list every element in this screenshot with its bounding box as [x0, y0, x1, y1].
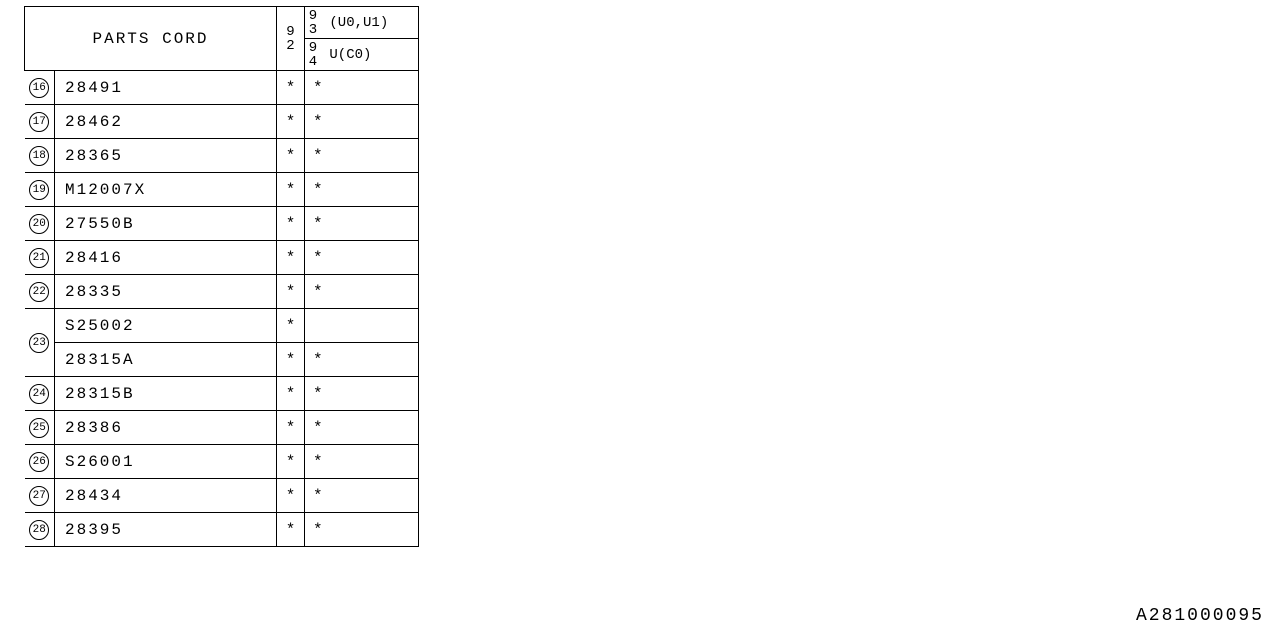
- table-row: 26S26001**: [25, 445, 419, 479]
- part-number-cell: 28335: [55, 275, 277, 309]
- table-row: 23S25002*: [25, 309, 419, 343]
- header-94-text: U(C0): [327, 48, 371, 62]
- part-number-cell: 28386: [55, 411, 277, 445]
- parts-table-container: PARTS CORD 9 2 9 3 (U0,U1) 9 4: [24, 6, 419, 547]
- table-row: 2728434**: [25, 479, 419, 513]
- mark-col-92: *: [277, 105, 305, 139]
- header-parts-label: PARTS CORD: [92, 30, 208, 48]
- row-index-cell: 25: [25, 411, 55, 445]
- footer-code: A281000095: [1136, 606, 1264, 626]
- row-index-badge: 27: [29, 486, 49, 506]
- part-number-cell: S26001: [55, 445, 277, 479]
- row-index-badge: 22: [29, 282, 49, 302]
- row-index-cell: 18: [25, 139, 55, 173]
- row-index-badge: 25: [29, 418, 49, 438]
- mark-col-93-94: *: [305, 173, 419, 207]
- row-index-badge: 23: [29, 333, 49, 353]
- header-93-a: 9: [307, 9, 319, 23]
- row-index-badge: 16: [29, 78, 49, 98]
- mark-col-93-94: *: [305, 343, 419, 377]
- row-index-badge: 24: [29, 384, 49, 404]
- row-index-badge: 28: [29, 520, 49, 540]
- mark-col-93-94: [305, 309, 419, 343]
- row-index-cell: 17: [25, 105, 55, 139]
- header-93-b: 3: [307, 23, 319, 37]
- part-number-cell: 28462: [55, 105, 277, 139]
- mark-col-92: *: [277, 139, 305, 173]
- mark-col-92: *: [277, 377, 305, 411]
- row-index-cell: 24: [25, 377, 55, 411]
- part-number-cell: 28395: [55, 513, 277, 547]
- mark-col-92: *: [277, 309, 305, 343]
- parts-table: PARTS CORD 9 2 9 3 (U0,U1) 9 4: [24, 6, 419, 547]
- row-index-cell: 26: [25, 445, 55, 479]
- header-col-93: 9 3 (U0,U1): [305, 7, 419, 39]
- row-index-cell: 21: [25, 241, 55, 275]
- mark-col-93-94: *: [305, 71, 419, 105]
- mark-col-92: *: [277, 71, 305, 105]
- mark-col-93-94: *: [305, 139, 419, 173]
- row-index-badge: 19: [29, 180, 49, 200]
- mark-col-93-94: *: [305, 275, 419, 309]
- table-row: 2428315B**: [25, 377, 419, 411]
- mark-col-92: *: [277, 173, 305, 207]
- header-parts-cord: PARTS CORD: [25, 7, 277, 71]
- mark-col-93-94: *: [305, 411, 419, 445]
- part-number-cell: 28365: [55, 139, 277, 173]
- row-index-cell: 20: [25, 207, 55, 241]
- mark-col-92: *: [277, 207, 305, 241]
- table-row: 2128416**: [25, 241, 419, 275]
- row-index-badge: 17: [29, 112, 49, 132]
- header-94-a: 9: [307, 41, 319, 55]
- row-index-badge: 20: [29, 214, 49, 234]
- header-col-94: 9 4 U(C0): [305, 39, 419, 71]
- mark-col-92: *: [277, 241, 305, 275]
- header-93-text: (U0,U1): [327, 16, 388, 30]
- table-row: 28315A**: [25, 343, 419, 377]
- table-row: 1828365**: [25, 139, 419, 173]
- row-index-cell: 19: [25, 173, 55, 207]
- header-92-b: 2: [285, 39, 297, 53]
- table-row: 2528386**: [25, 411, 419, 445]
- mark-col-92: *: [277, 411, 305, 445]
- mark-col-93-94: *: [305, 479, 419, 513]
- mark-col-93-94: *: [305, 377, 419, 411]
- part-number-cell: S25002: [55, 309, 277, 343]
- table-row: 1728462**: [25, 105, 419, 139]
- mark-col-93-94: *: [305, 513, 419, 547]
- table-row: 2828395**: [25, 513, 419, 547]
- table-row: 19M12007X**: [25, 173, 419, 207]
- mark-col-93-94: *: [305, 241, 419, 275]
- table-row: 2027550B**: [25, 207, 419, 241]
- mark-col-92: *: [277, 445, 305, 479]
- part-number-cell: 27550B: [55, 207, 277, 241]
- part-number-cell: 28434: [55, 479, 277, 513]
- part-number-cell: 28315A: [55, 343, 277, 377]
- part-number-cell: 28491: [55, 71, 277, 105]
- row-index-cell: 22: [25, 275, 55, 309]
- table-row: 1628491**: [25, 71, 419, 105]
- mark-col-92: *: [277, 479, 305, 513]
- table-row: 2228335**: [25, 275, 419, 309]
- mark-col-93-94: *: [305, 105, 419, 139]
- row-index-cell: 27: [25, 479, 55, 513]
- mark-col-92: *: [277, 343, 305, 377]
- mark-col-93-94: *: [305, 445, 419, 479]
- mark-col-92: *: [277, 513, 305, 547]
- header-col-92: 9 2: [277, 7, 305, 71]
- header-92-a: 9: [285, 25, 297, 39]
- part-number-cell: 28315B: [55, 377, 277, 411]
- header-94-b: 4: [307, 55, 319, 69]
- row-index-cell: 28: [25, 513, 55, 547]
- part-number-cell: 28416: [55, 241, 277, 275]
- row-index-badge: 26: [29, 452, 49, 472]
- header-row: PARTS CORD 9 2 9 3 (U0,U1): [25, 7, 419, 39]
- row-index-cell: 16: [25, 71, 55, 105]
- row-index-cell: 23: [25, 309, 55, 377]
- part-number-cell: M12007X: [55, 173, 277, 207]
- mark-col-93-94: *: [305, 207, 419, 241]
- mark-col-92: *: [277, 275, 305, 309]
- row-index-badge: 21: [29, 248, 49, 268]
- row-index-badge: 18: [29, 146, 49, 166]
